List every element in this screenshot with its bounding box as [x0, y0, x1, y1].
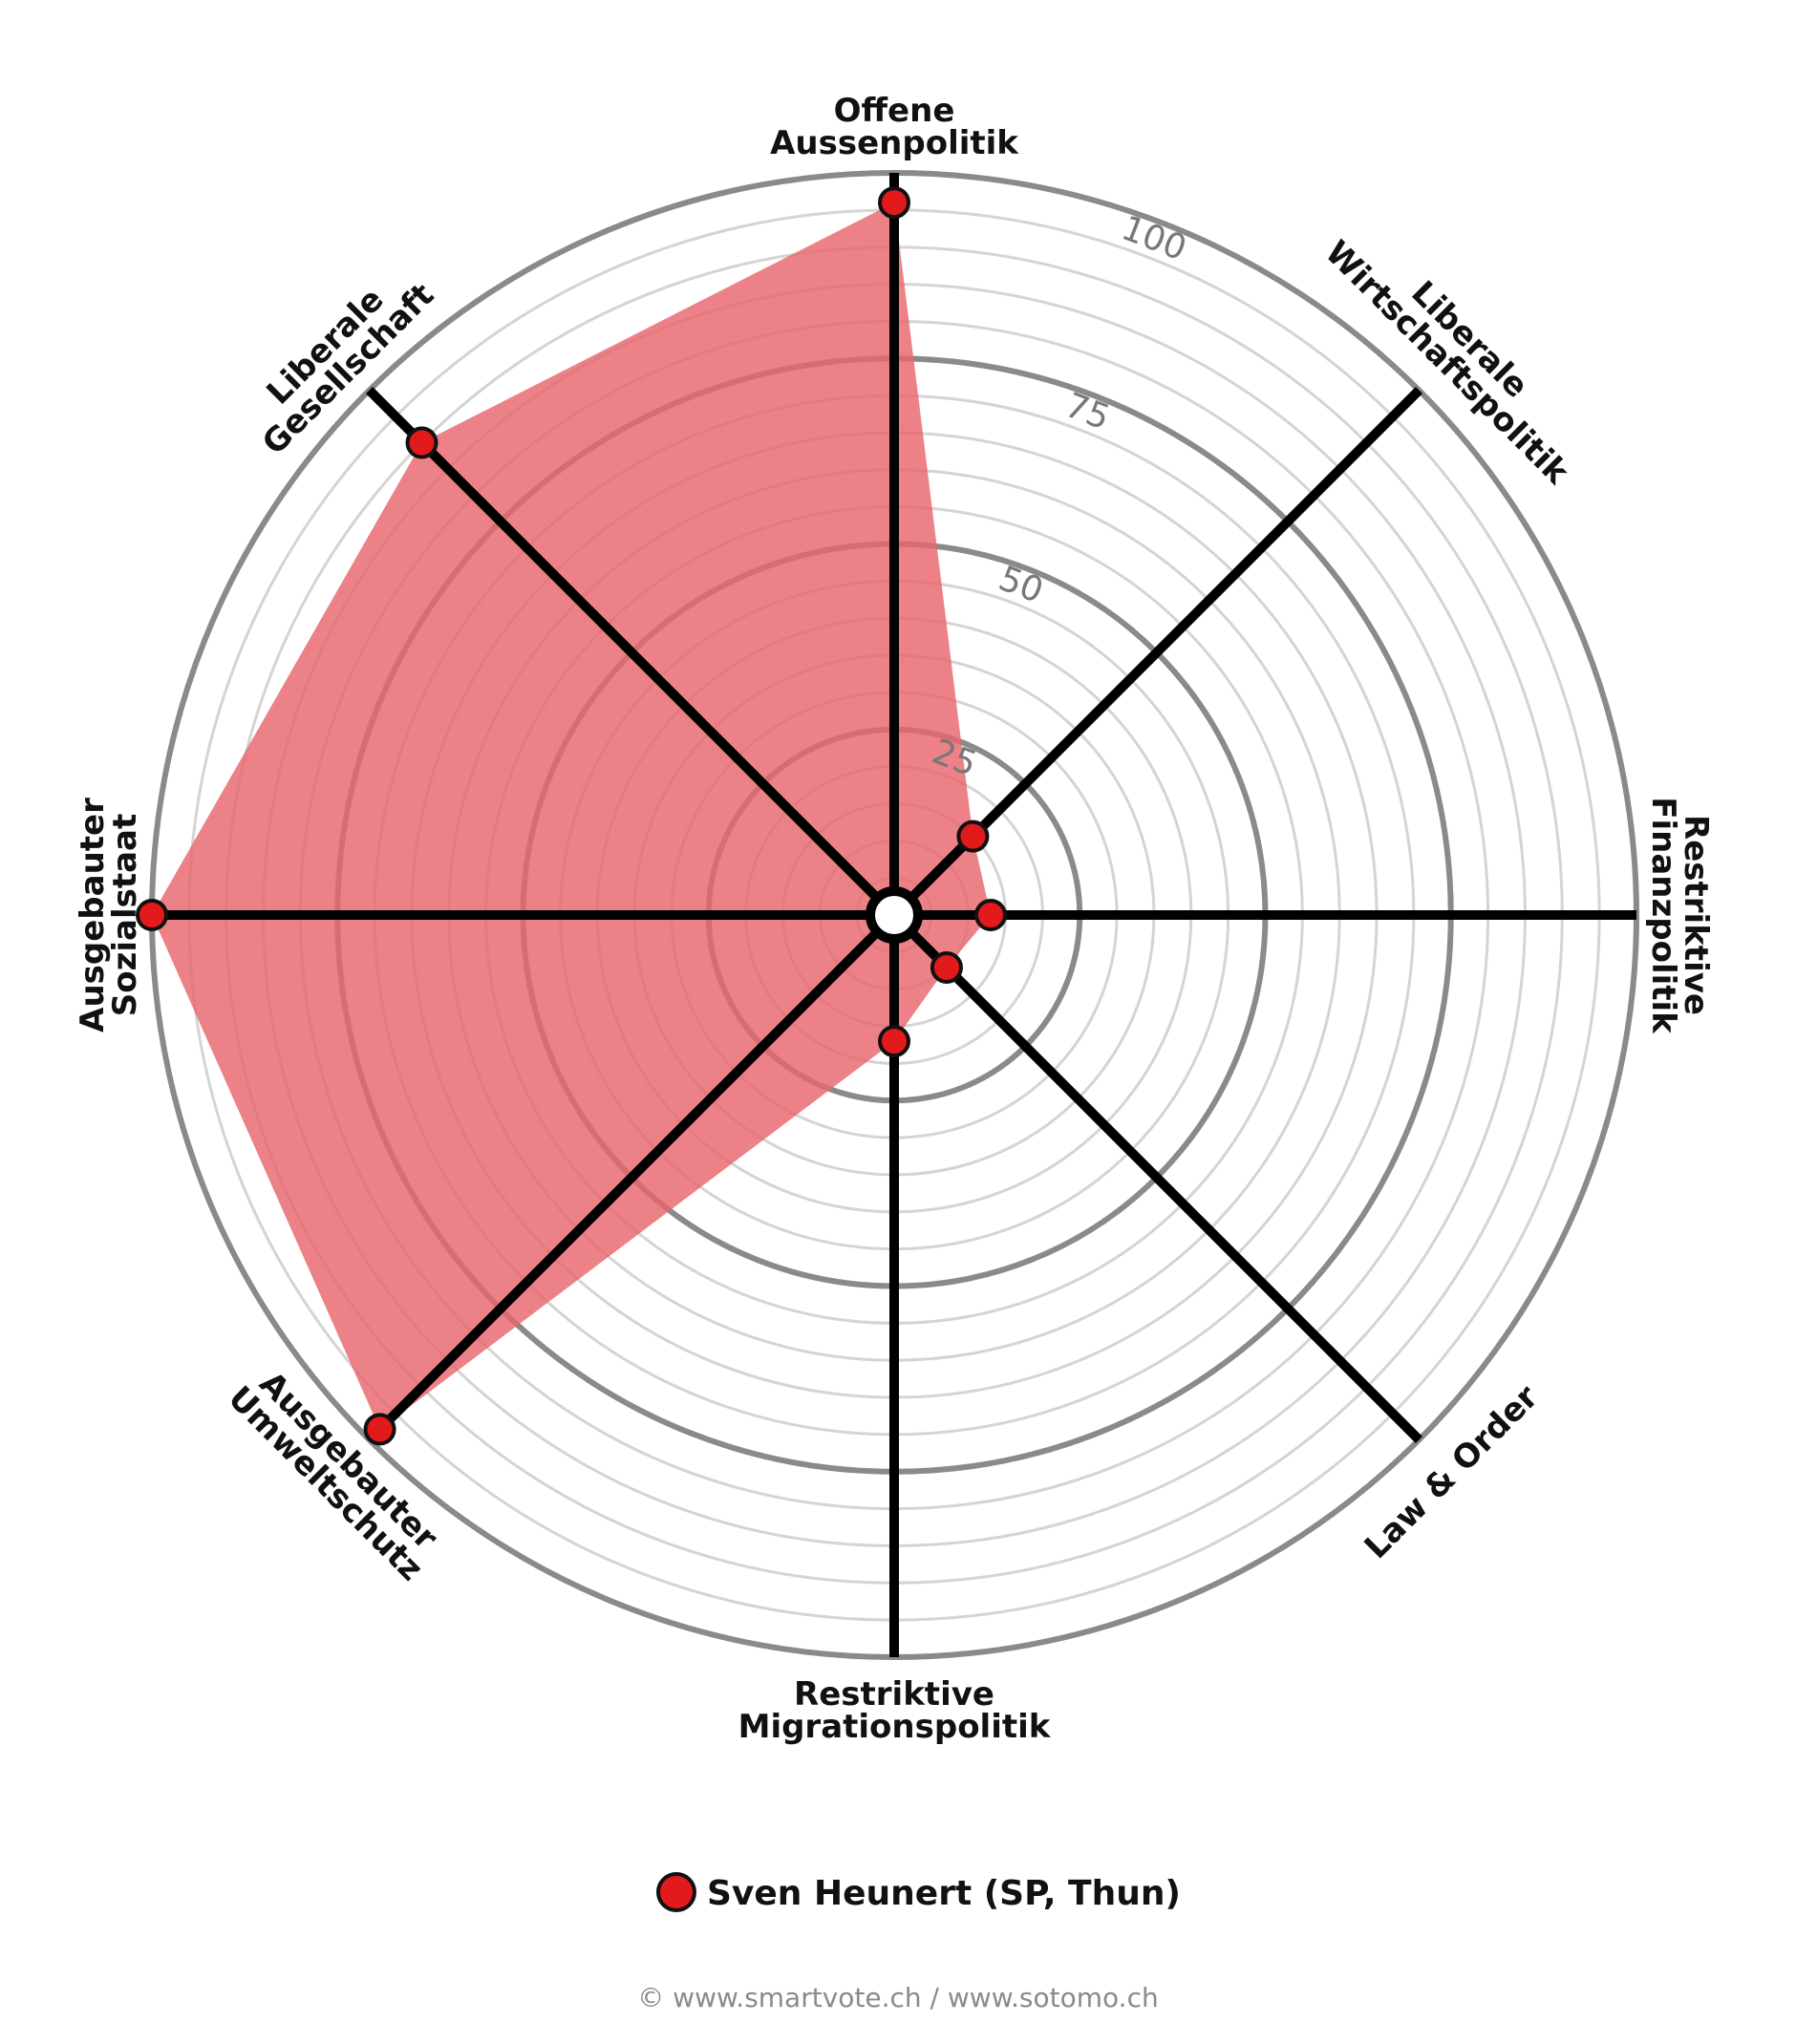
tick-label-75: 75 — [1059, 386, 1114, 438]
axis-label-text-6: AusgebauterSozialstaat — [74, 798, 144, 1033]
axis-label-line: Finanzpolitik — [1644, 797, 1682, 1034]
axis-label-line: Restriktive — [794, 1675, 994, 1714]
center-hub — [866, 886, 923, 944]
axis-label-6: AusgebauterSozialstaat — [74, 798, 144, 1033]
axis-label-2: RestriktiveFinanzpolitik — [1644, 797, 1715, 1034]
axis-spoke-5 — [366, 911, 898, 1443]
data-point-5 — [363, 1413, 396, 1446]
data-point-6 — [136, 899, 168, 931]
data-point-2 — [974, 899, 1008, 931]
data-point-0 — [878, 186, 910, 220]
axis-label-4: Restriktive Migrationspolitik — [738, 1675, 1052, 1746]
axis-label-line: Offene — [834, 92, 955, 130]
axis-label-text-2: RestriktiveFinanzpolitik — [1644, 797, 1715, 1034]
legend: Sven Heunert (SP, Thun) — [656, 1872, 1181, 1913]
axis-label-line: Ausgebauter — [74, 798, 112, 1033]
credit-text: © www.smartvote.ch / www.sotomo.ch — [637, 1982, 1158, 2013]
data-points — [136, 186, 1008, 1446]
data-point-4 — [878, 1025, 910, 1058]
axis-label-line: Aussenpolitik — [770, 124, 1019, 162]
legend-label: Sven Heunert (SP, Thun) — [707, 1874, 1181, 1913]
data-point-3 — [930, 950, 963, 984]
data-point-1 — [956, 820, 990, 853]
axis-label-0: Offene Aussenpolitik — [770, 92, 1019, 162]
axis-label-line: Restriktive — [1677, 815, 1715, 1015]
axis-label-text-4: Restriktive Migrationspolitik — [738, 1675, 1052, 1746]
axis-label-line: Migrationspolitik — [738, 1708, 1052, 1746]
axis-spoke-7 — [366, 387, 898, 919]
axis-label-text-0: Offene Aussenpolitik — [770, 92, 1019, 162]
series-area — [152, 202, 991, 1430]
axis-label-line: Sozialstaat — [106, 814, 144, 1017]
legend-marker — [656, 1872, 696, 1912]
tick-label-50: 50 — [994, 559, 1048, 611]
axis-spoke-3 — [890, 911, 1422, 1443]
data-point-7 — [405, 426, 438, 459]
